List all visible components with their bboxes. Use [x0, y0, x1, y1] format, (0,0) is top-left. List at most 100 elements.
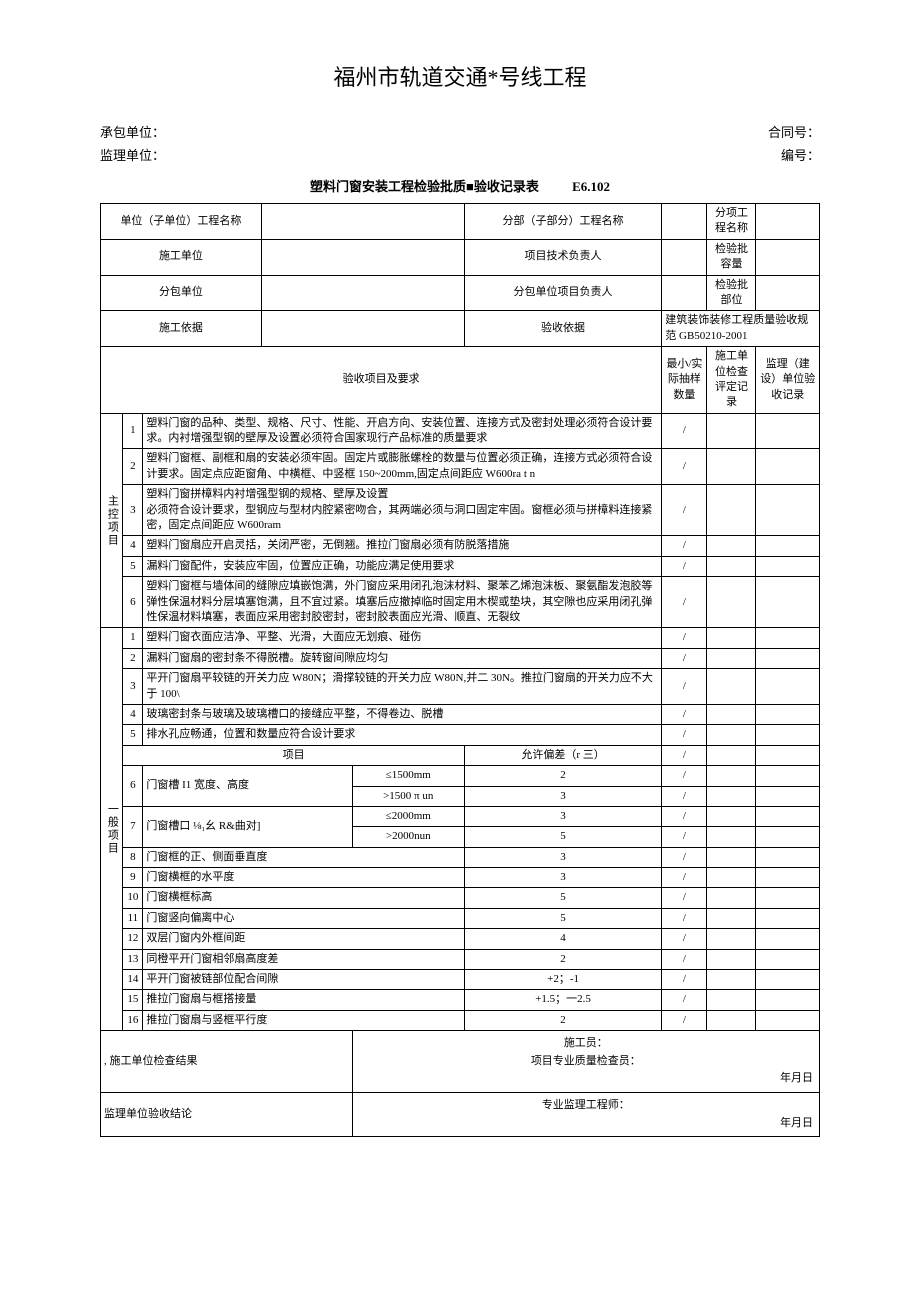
supervisor-label: 监理单位：	[100, 145, 165, 164]
dev-tol: 4	[464, 929, 661, 949]
check-cell	[707, 449, 756, 485]
dev-tol: 5	[464, 908, 661, 928]
check-cell	[707, 536, 756, 556]
supervise-cell	[756, 806, 820, 826]
supervise-sig-cell: 专业监理工程师： 年月日	[352, 1092, 819, 1136]
dev-no: 10	[123, 888, 143, 908]
supervise-cell	[756, 669, 820, 705]
dev-no: 12	[123, 929, 143, 949]
sample-cell: /	[662, 908, 707, 928]
contract-no-label: 合同号：	[768, 122, 820, 141]
dev-tol: 3	[464, 847, 661, 867]
sample-cell: /	[662, 827, 707, 847]
form-code: E6.102	[572, 179, 610, 195]
general-item-no: 3	[123, 669, 143, 705]
check-cell	[707, 577, 756, 628]
supervise-cell	[756, 970, 820, 990]
supervise-cell	[756, 908, 820, 928]
main-item-text: 塑料门窗拼樟料内衬增强型钢的规格、壁厚及设置必须符合设计要求，型钢应与型材内腔紧…	[143, 485, 662, 536]
construction-result-row: , 施工单位检查结果 施工员：项目专业质量检查员： 年月日	[101, 1031, 820, 1093]
check-cell	[707, 745, 756, 765]
sample-cell: /	[662, 556, 707, 576]
check-cell	[707, 413, 756, 449]
supervise-cell	[756, 725, 820, 745]
meta-row-1: 单位（子单位）工程名称 分部（子部分）工程名称 分项工程名称	[101, 204, 820, 240]
sample-cell: /	[662, 669, 707, 705]
subitem-eng-label: 分项工程名称	[707, 204, 756, 240]
sample-cell: /	[662, 577, 707, 628]
general-item-no: 4	[123, 704, 143, 724]
supervise-cell	[756, 929, 820, 949]
dev-tol: +1.5；一2.5	[464, 990, 661, 1010]
subcontract-unit-label: 分包单位	[101, 275, 262, 311]
check-cell	[707, 766, 756, 786]
construction-sig-text: 施工员：项目专业质量检查员：	[359, 1035, 813, 1070]
subcontract-unit-value	[261, 275, 464, 311]
acceptance-basis-label: 验收依据	[464, 311, 661, 347]
subtitle-row: 塑料门窗安装工程检验批质■验收记录表 E6.102	[100, 176, 820, 195]
main-item-no: 2	[123, 449, 143, 485]
main-item-row: 2 塑料门窗框、副框和扇的安装必须牢固。固定片或膨胀螺栓的数量与位置必须正确，连…	[101, 449, 820, 485]
sample-cell: /	[662, 725, 707, 745]
acceptance-basis-value: 建筑装饰装修工程质量验收规范 GB50210-2001	[662, 311, 820, 347]
supervise-cell	[756, 1010, 820, 1030]
dev-name: 门窗竖向偏离中心	[143, 908, 465, 928]
dev-tol: 2	[464, 949, 661, 969]
supervise-cell	[756, 888, 820, 908]
check-cell	[707, 786, 756, 806]
main-item-text: 塑料门窗框、副框和扇的安装必须牢固。固定片或膨胀螺栓的数量与位置必须正确，连接方…	[143, 449, 662, 485]
subtitle: 塑料门窗安装工程检验批质■验收记录表	[310, 179, 539, 194]
check-cell	[707, 868, 756, 888]
dev-item-header: 项目	[123, 745, 464, 765]
dev-no: 9	[123, 868, 143, 888]
deviation-row: 6 门窗槽 I1 宽度、高度 ≤1500mm 2 /	[101, 766, 820, 786]
sample-cell: /	[662, 929, 707, 949]
check-cell	[707, 970, 756, 990]
dev-name: 门窗槽口 ⅛₁幺 R&曲对]	[143, 806, 352, 847]
sample-cell: /	[662, 806, 707, 826]
supervise-cell	[756, 628, 820, 648]
supervise-cell	[756, 827, 820, 847]
header-row-1: 承包单位： 合同号：	[100, 122, 820, 141]
dev-sub: ≤1500mm	[352, 766, 464, 786]
sample-cell: /	[662, 1010, 707, 1030]
construction-result-label: , 施工单位检查结果	[101, 1031, 353, 1093]
col-item-req: 验收项目及要求	[101, 347, 662, 414]
dev-no: 8	[123, 847, 143, 867]
date-label: 年月日	[359, 1070, 813, 1088]
check-cell	[707, 1010, 756, 1030]
supervise-result-label: 监理单位验收结论	[101, 1092, 353, 1136]
supervise-cell	[756, 949, 820, 969]
dev-name: 推拉门窗扇与框搭接量	[143, 990, 465, 1010]
check-cell	[707, 990, 756, 1010]
dev-sub: ≤2000mm	[352, 806, 464, 826]
construction-basis-value	[261, 311, 464, 347]
dev-tol: 5	[464, 827, 661, 847]
deviation-row: 7 门窗槽口 ⅛₁幺 R&曲对] ≤2000mm 3 /	[101, 806, 820, 826]
sample-cell: /	[662, 949, 707, 969]
general-item-text: 玻璃密封条与玻璃及玻璃槽口的接缝应平整，不得卷边、脱槽	[143, 704, 662, 724]
unit-eng-label: 单位（子单位）工程名称	[101, 204, 262, 240]
construction-unit-label: 施工单位	[101, 239, 262, 275]
meta-row-4: 施工依据 验收依据 建筑装饰装修工程质量验收规范 GB50210-2001	[101, 311, 820, 347]
check-cell	[707, 485, 756, 536]
main-item-text: 塑料门窗的品种、类型、规格、尺寸、性能、开启方向、安装位置、连接方式及密封处理必…	[143, 413, 662, 449]
check-cell	[707, 806, 756, 826]
dev-name: 平开门窗被链部位配合间隙	[143, 970, 465, 990]
subcontract-lead-label: 分包单位项目负责人	[464, 275, 661, 311]
check-cell	[707, 827, 756, 847]
deviation-row: 12 双层门窗内外框间距 4 /	[101, 929, 820, 949]
check-cell	[707, 949, 756, 969]
column-header-row: 验收项目及要求 最小/实际抽样数量 施工单位检查评定记录 监理（建设）单位验收记…	[101, 347, 820, 414]
construction-basis-label: 施工依据	[101, 311, 262, 347]
supervise-cell	[756, 556, 820, 576]
supervise-cell	[756, 413, 820, 449]
col-sample: 最小/实际抽样数量	[662, 347, 707, 414]
general-item-text: 漏料门窗扇的密封条不得脱槽。旋转窗间隙应均匀	[143, 648, 662, 668]
dev-name: 同橙平开门窗相邻扇高度差	[143, 949, 465, 969]
deviation-row: 9 门窗横框的水平度 3 /	[101, 868, 820, 888]
check-cell	[707, 929, 756, 949]
deviation-row: 10 门窗横框标高 5 /	[101, 888, 820, 908]
general-item-row: 2 漏料门窗扇的密封条不得脱槽。旋转窗间隙应均匀 /	[101, 648, 820, 668]
general-item-no: 1	[123, 628, 143, 648]
